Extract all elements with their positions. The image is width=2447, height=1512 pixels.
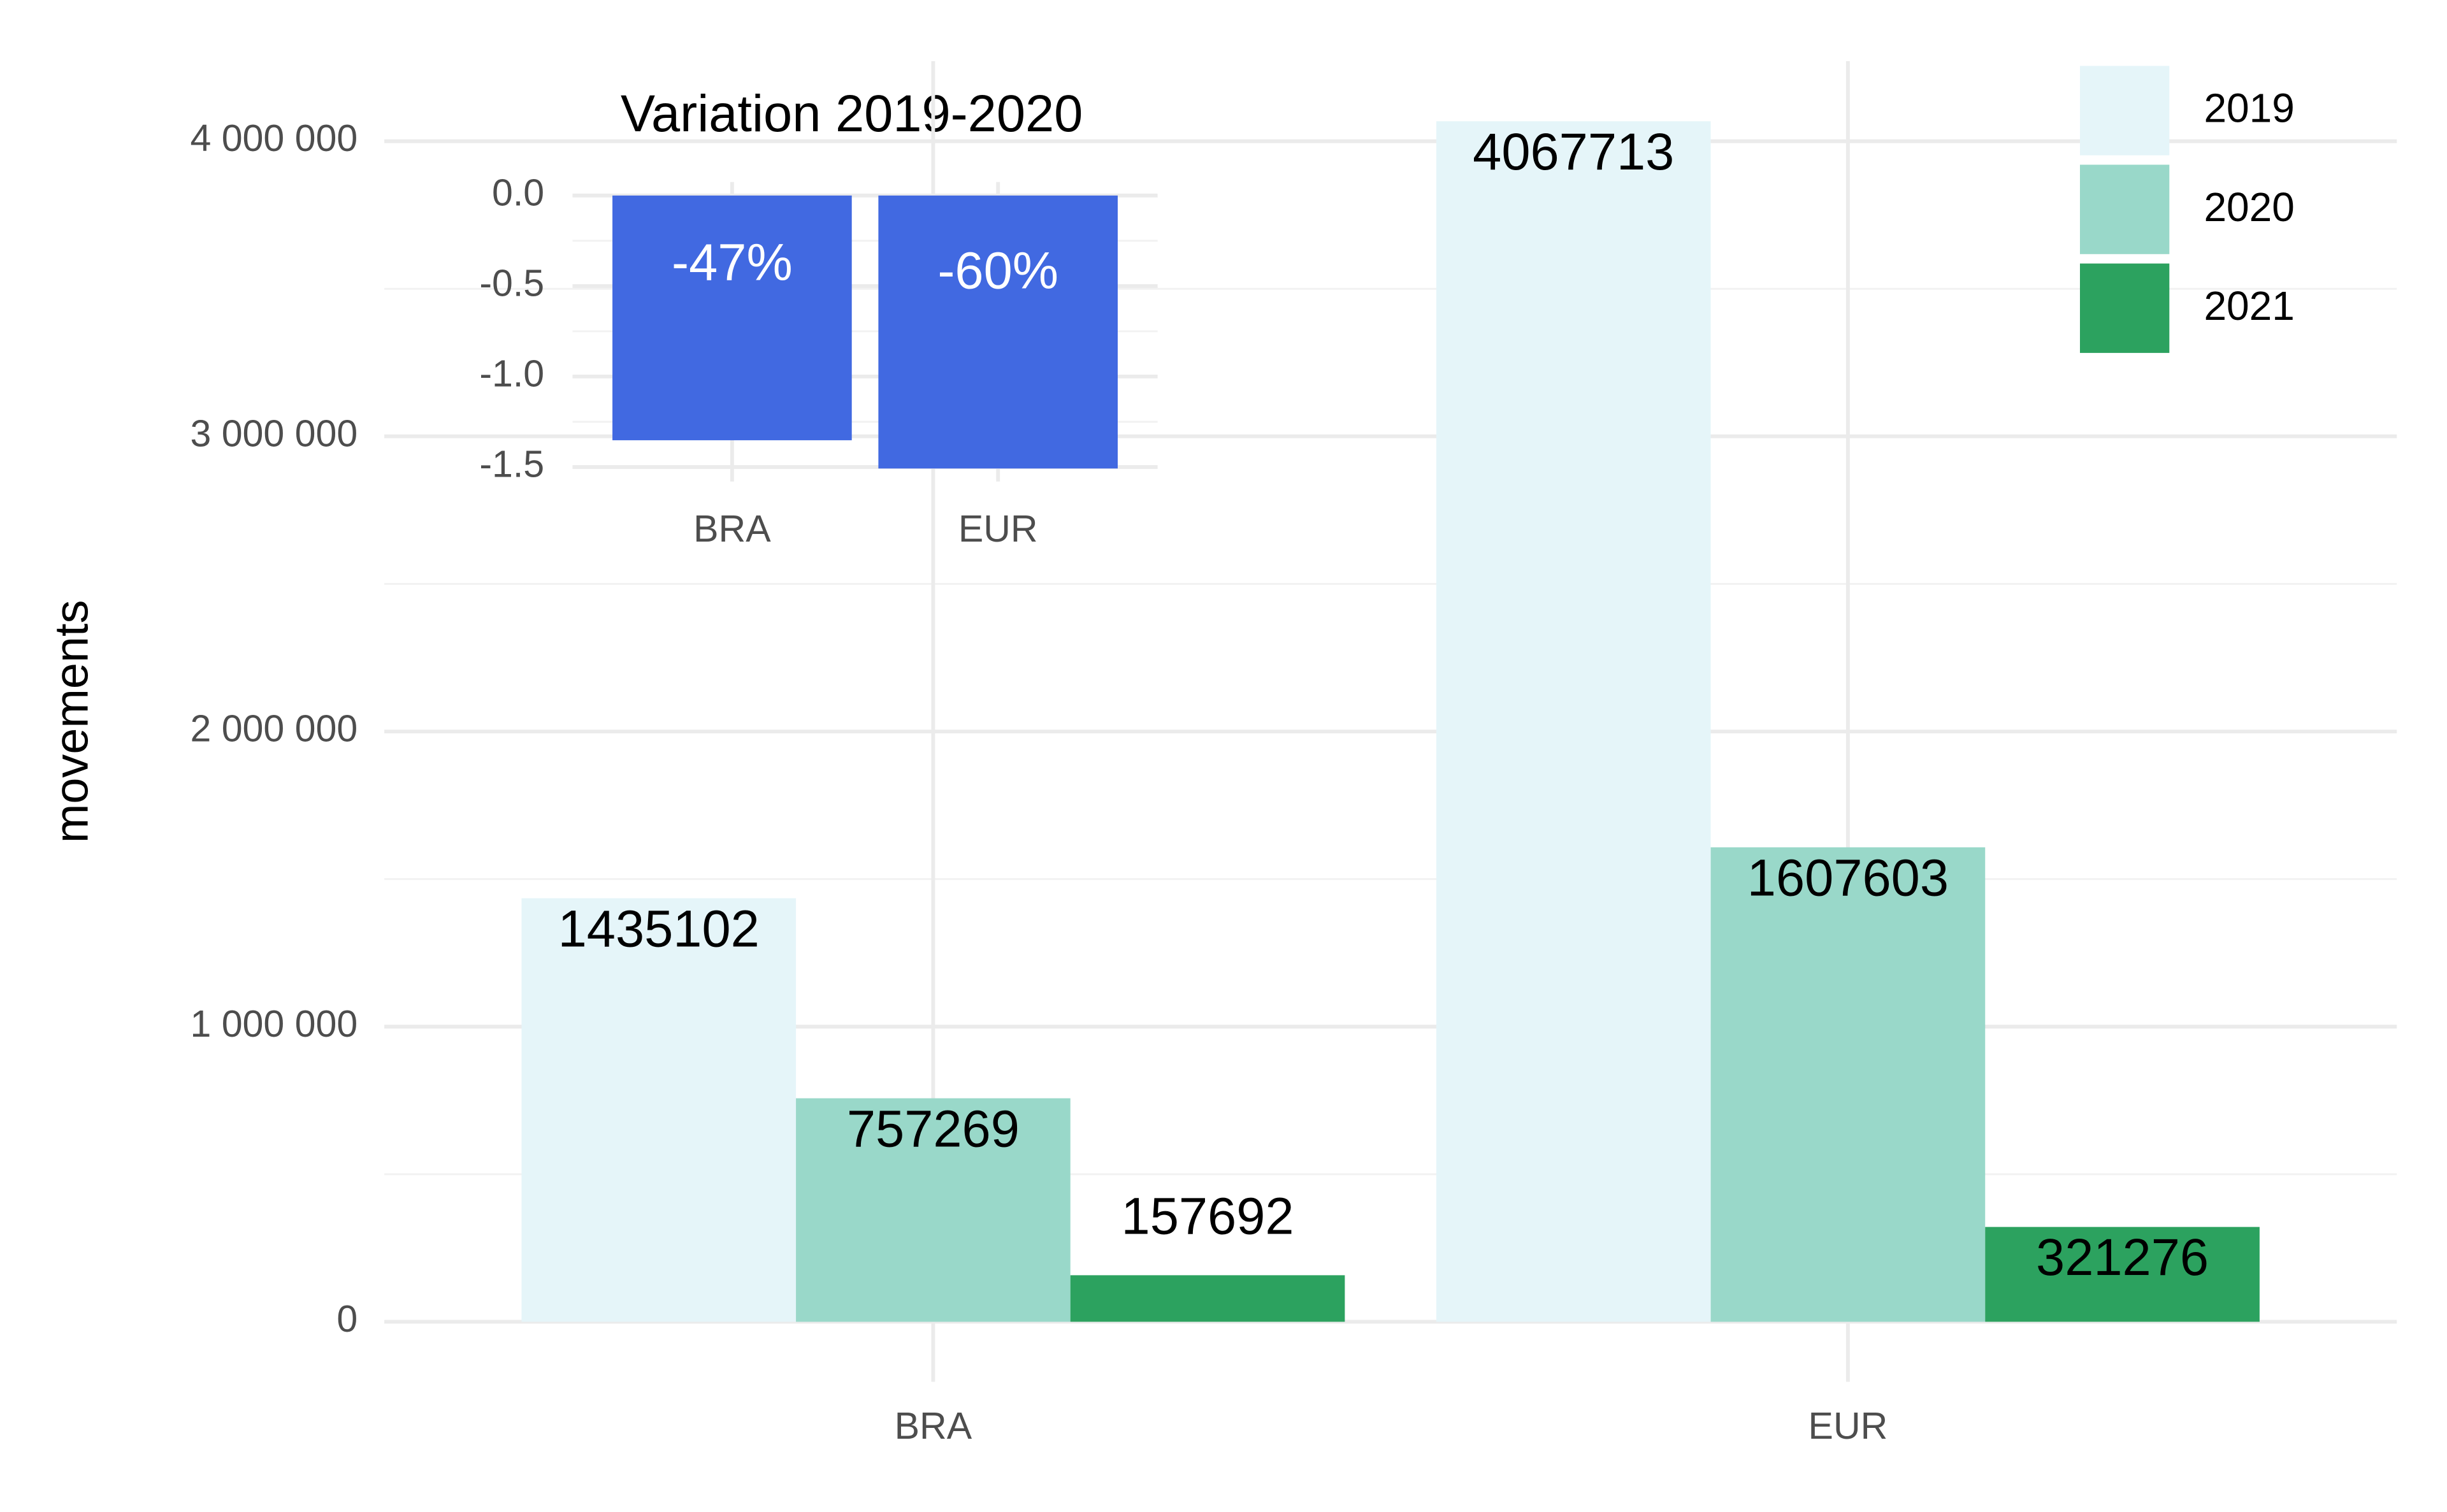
x-tick-label: BRA <box>693 508 771 550</box>
bar <box>521 898 797 1322</box>
legend-key <box>2080 66 2170 155</box>
y-axis-title: movements <box>45 600 98 844</box>
legend-label: 2021 <box>2204 283 2294 329</box>
bar-annotation: -47% <box>672 234 793 292</box>
x-tick-label: EUR <box>1808 1405 1888 1447</box>
legend-key <box>2080 164 2170 254</box>
bar <box>1710 847 1986 1322</box>
y-tick-label: 1 000 000 <box>190 1003 357 1045</box>
bar <box>796 1098 1071 1322</box>
y-tick-label: 0.0 <box>492 171 544 213</box>
legend-label: 2020 <box>2204 184 2294 230</box>
y-tick-label: -1.5 <box>479 443 544 486</box>
data-label: 4067713 <box>1473 123 1674 181</box>
y-tick-label: -0.5 <box>479 263 544 305</box>
bar <box>1436 121 1711 1322</box>
bar <box>612 195 852 440</box>
data-label: 1435102 <box>558 900 760 958</box>
data-label: 1607603 <box>1747 849 1949 907</box>
data-label: 157692 <box>1122 1188 1294 1246</box>
y-tick-label: 0 <box>336 1298 357 1340</box>
legend-key <box>2080 263 2170 353</box>
data-label: 321276 <box>2036 1228 2209 1286</box>
bar-annotation: -60% <box>937 242 1058 300</box>
y-tick-label: -1.0 <box>479 353 544 395</box>
legend-label: 2019 <box>2204 85 2294 131</box>
data-label: 757269 <box>847 1100 1020 1158</box>
y-tick-label: 2 000 000 <box>190 708 357 750</box>
bar <box>878 195 1118 469</box>
y-tick-label: 4 000 000 <box>190 117 357 159</box>
bar <box>1985 1227 2260 1322</box>
inset-title: Variation 2019-2020 <box>621 85 1083 143</box>
x-tick-label: BRA <box>895 1405 972 1447</box>
x-tick-label: EUR <box>958 508 1038 550</box>
y-tick-label: 3 000 000 <box>190 412 357 454</box>
bar <box>1070 1275 1345 1322</box>
